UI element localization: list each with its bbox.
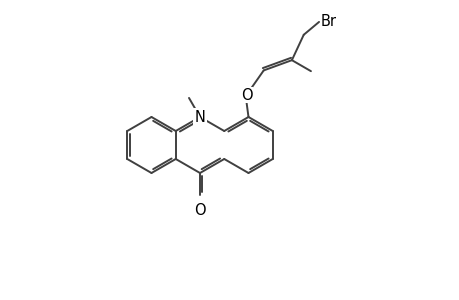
Text: N: N <box>194 110 205 124</box>
Text: O: O <box>240 88 252 103</box>
Text: O: O <box>194 203 205 218</box>
Text: Br: Br <box>320 14 336 29</box>
